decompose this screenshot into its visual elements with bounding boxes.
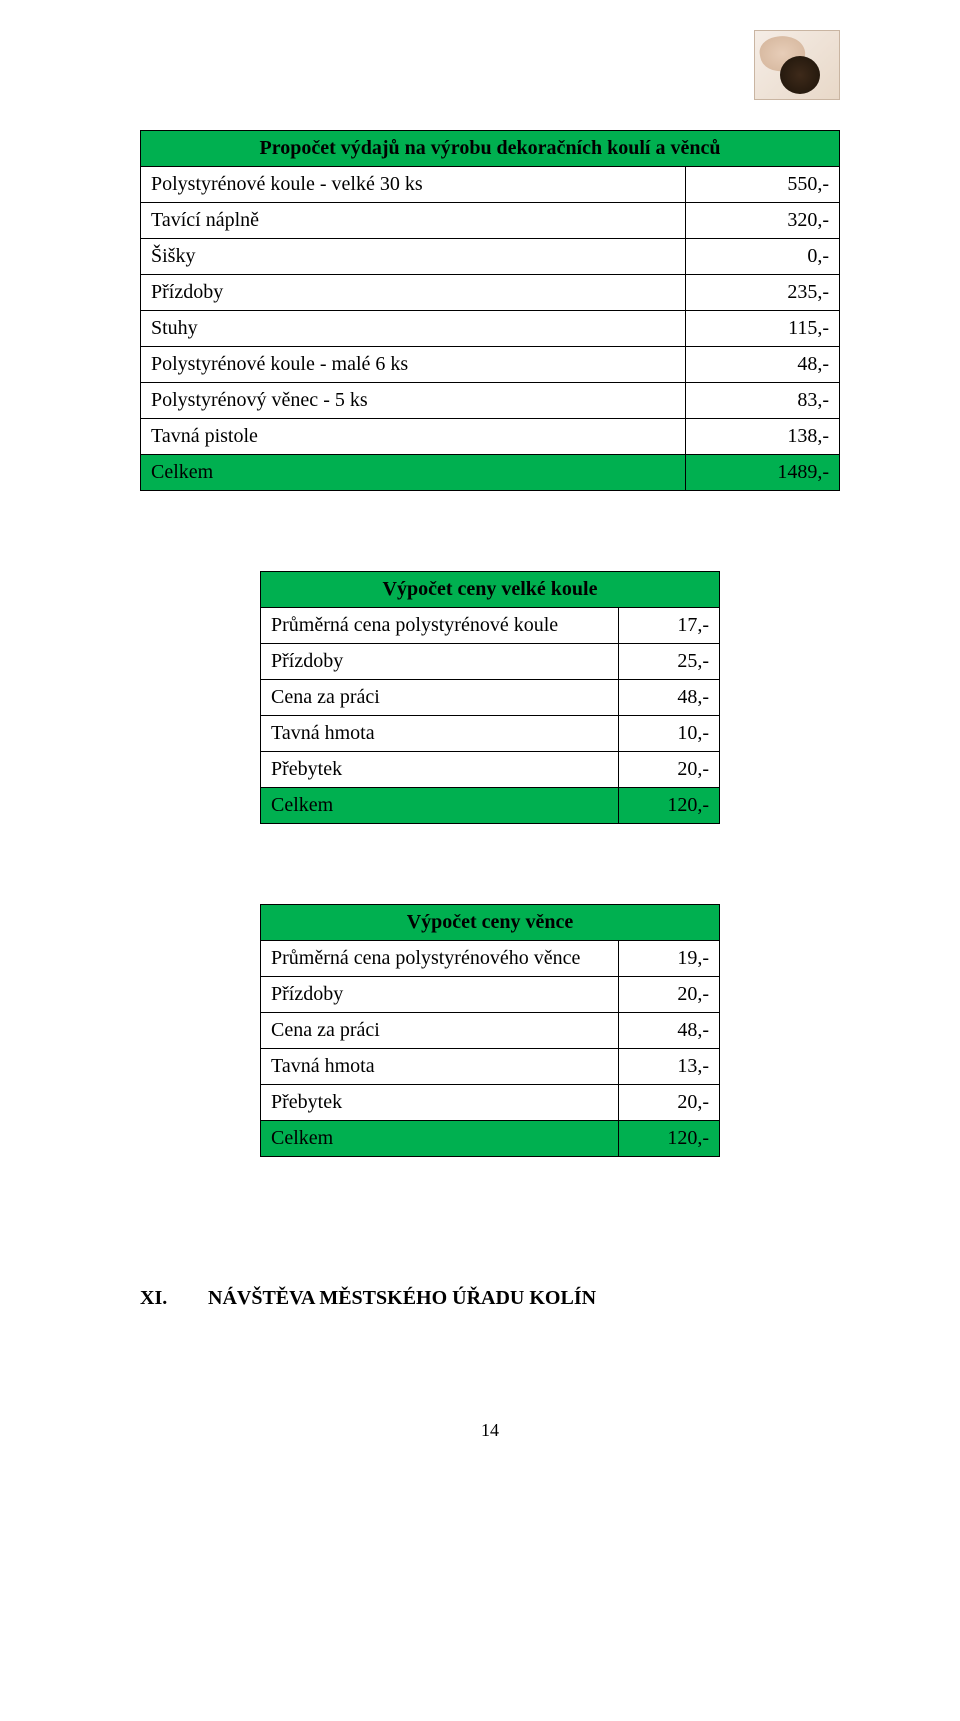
row-label: Polystyrénový věnec - 5 ks <box>141 383 686 419</box>
row-value: 83,- <box>686 383 840 419</box>
soil-hands-image <box>754 30 840 100</box>
row-value: 320,- <box>686 203 840 239</box>
section-heading: XI. NÁVŠTĚVA MĚSTSKÉHO ÚŘADU KOLÍN <box>140 1287 840 1310</box>
row-value: 10,- <box>619 716 720 752</box>
big-ball-table-title: Výpočet ceny velké koule <box>261 572 720 608</box>
row-value: 19,- <box>619 941 720 977</box>
row-value: 17,- <box>619 608 720 644</box>
row-label: Stuhy <box>141 311 686 347</box>
total-label: Celkem <box>141 455 686 491</box>
row-label: Přízdoby <box>261 644 619 680</box>
total-label: Celkem <box>261 1121 619 1157</box>
row-label: Přebytek <box>261 1085 619 1121</box>
total-label: Celkem <box>261 788 619 824</box>
row-value: 115,- <box>686 311 840 347</box>
row-label: Polystyrénové koule - velké 30 ks <box>141 167 686 203</box>
row-value: 138,- <box>686 419 840 455</box>
row-value: 25,- <box>619 644 720 680</box>
row-label: Tavná pistole <box>141 419 686 455</box>
row-value: 20,- <box>619 752 720 788</box>
page-number: 14 <box>140 1420 840 1441</box>
row-label: Přízdoby <box>141 275 686 311</box>
row-label: Tavící náplně <box>141 203 686 239</box>
expenses-table: Propočet výdajů na výrobu dekoračních ko… <box>140 130 840 491</box>
row-value: 20,- <box>619 1085 720 1121</box>
wreath-table-title: Výpočet ceny věnce <box>261 905 720 941</box>
row-label: Šišky <box>141 239 686 275</box>
row-value: 20,- <box>619 977 720 1013</box>
row-value: 13,- <box>619 1049 720 1085</box>
row-value: 48,- <box>619 680 720 716</box>
row-value: 48,- <box>686 347 840 383</box>
row-value: 48,- <box>619 1013 720 1049</box>
row-label: Polystyrénové koule - malé 6 ks <box>141 347 686 383</box>
total-value: 120,- <box>619 788 720 824</box>
section-number: XI. <box>140 1287 180 1310</box>
expenses-table-title: Propočet výdajů na výrobu dekoračních ko… <box>141 131 840 167</box>
row-label: Průměrná cena polystyrénové koule <box>261 608 619 644</box>
row-label: Přebytek <box>261 752 619 788</box>
section-title: NÁVŠTĚVA MĚSTSKÉHO ÚŘADU KOLÍN <box>208 1287 596 1310</box>
wreath-price-table: Výpočet ceny věnce Průměrná cena polysty… <box>260 904 720 1157</box>
row-label: Tavná hmota <box>261 716 619 752</box>
row-label: Cena za práci <box>261 680 619 716</box>
header-illustration <box>140 30 840 100</box>
total-value: 1489,- <box>686 455 840 491</box>
total-value: 120,- <box>619 1121 720 1157</box>
row-label: Tavná hmota <box>261 1049 619 1085</box>
row-label: Přízdoby <box>261 977 619 1013</box>
row-value: 235,- <box>686 275 840 311</box>
row-label: Cena za práci <box>261 1013 619 1049</box>
row-value: 550,- <box>686 167 840 203</box>
row-value: 0,- <box>686 239 840 275</box>
big-ball-price-table: Výpočet ceny velké koule Průměrná cena p… <box>260 571 720 824</box>
row-label: Průměrná cena polystyrénového věnce <box>261 941 619 977</box>
